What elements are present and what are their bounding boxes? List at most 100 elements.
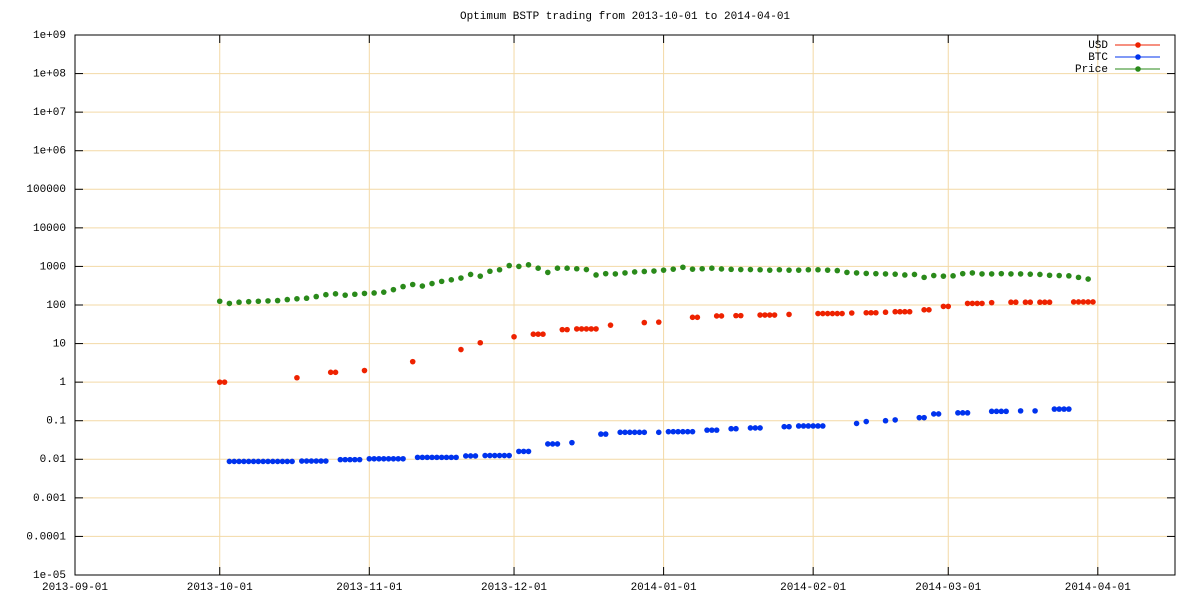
data-point	[342, 292, 348, 298]
data-point	[684, 428, 691, 435]
x-tick-label: 2013-10-01	[187, 582, 253, 594]
data-point	[882, 417, 889, 424]
data-point	[641, 319, 648, 326]
data-point	[453, 454, 459, 461]
data-point	[260, 458, 266, 465]
data-point	[660, 267, 667, 273]
data-point	[834, 267, 841, 274]
data-point	[472, 453, 479, 459]
data-point	[298, 458, 305, 464]
data-point	[921, 307, 927, 313]
data-point	[289, 458, 295, 465]
data-point	[525, 262, 532, 268]
chart-title: Optimum BSTP trading from 2013-10-01 to …	[460, 11, 790, 23]
data-point	[737, 266, 744, 273]
data-point	[482, 452, 488, 459]
data-point	[1056, 272, 1063, 279]
data-point	[487, 452, 493, 459]
data-point	[636, 429, 643, 436]
data-point	[863, 418, 870, 425]
data-point	[511, 333, 517, 340]
y-tick-label: 1e+09	[33, 30, 66, 42]
data-point	[1027, 271, 1034, 277]
data-point	[622, 270, 628, 276]
data-point	[573, 326, 580, 332]
x-tick-label: 2014-04-01	[1065, 582, 1131, 594]
data-point	[545, 441, 551, 447]
data-point	[824, 310, 831, 317]
data-point	[651, 268, 657, 274]
data-point	[231, 458, 238, 465]
data-point	[902, 272, 908, 278]
data-point	[409, 358, 416, 365]
y-tick-label: 1	[59, 377, 66, 389]
y-tick-label: 0.1	[46, 416, 66, 428]
data-point	[892, 271, 898, 277]
data-point	[950, 273, 956, 279]
data-point	[380, 455, 387, 462]
y-tick-label: 0.01	[40, 454, 67, 466]
data-point	[535, 265, 541, 271]
y-tick-label: 10000	[33, 223, 66, 235]
data-point	[839, 310, 845, 317]
data-point	[1037, 271, 1043, 278]
data-point	[902, 308, 908, 315]
data-point	[487, 268, 493, 275]
data-point	[713, 313, 720, 319]
data-point	[337, 456, 344, 463]
x-tick-label: 2013-09-01	[42, 582, 108, 594]
data-point	[414, 454, 421, 461]
data-point	[347, 456, 353, 463]
data-point	[834, 310, 841, 317]
data-point	[294, 374, 300, 381]
data-point	[221, 379, 228, 385]
data-point	[270, 458, 276, 465]
data-point	[959, 410, 966, 416]
data-point	[458, 346, 464, 353]
data-point	[820, 310, 826, 317]
legend-marker	[1135, 42, 1141, 48]
data-point	[549, 441, 556, 447]
data-point	[506, 262, 513, 269]
data-point	[805, 266, 812, 273]
data-point	[525, 448, 532, 455]
data-point	[602, 431, 609, 437]
data-point	[303, 295, 310, 302]
data-point	[1027, 299, 1034, 306]
data-point	[284, 458, 291, 465]
data-point	[940, 273, 947, 279]
data-point	[1090, 299, 1096, 305]
data-point	[911, 271, 918, 278]
data-point	[689, 428, 696, 435]
data-point	[443, 454, 450, 461]
data-point	[655, 319, 662, 325]
legend-marker	[1135, 54, 1141, 60]
data-point	[250, 458, 257, 465]
y-tick-label: 1e+06	[33, 146, 66, 158]
data-point	[699, 265, 705, 272]
data-point	[390, 455, 397, 462]
data-point	[1085, 299, 1091, 305]
data-point	[882, 271, 889, 277]
data-point	[704, 427, 710, 433]
data-point	[930, 272, 937, 279]
data-point	[385, 455, 392, 462]
legend-label: Price	[1075, 64, 1108, 76]
data-point	[709, 265, 715, 271]
data-point	[308, 458, 315, 464]
data-point	[709, 427, 715, 433]
data-point	[395, 455, 402, 462]
data-point	[554, 441, 561, 447]
data-point	[873, 309, 879, 316]
data-point	[853, 420, 860, 427]
data-point	[216, 298, 223, 305]
data-point	[921, 414, 927, 421]
data-point	[873, 270, 879, 277]
data-point	[516, 448, 522, 455]
data-point	[588, 326, 595, 332]
data-point	[1061, 406, 1067, 412]
data-point	[786, 311, 792, 318]
y-tick-label: 0.001	[33, 493, 66, 505]
data-point	[747, 266, 754, 273]
data-point	[979, 271, 985, 277]
